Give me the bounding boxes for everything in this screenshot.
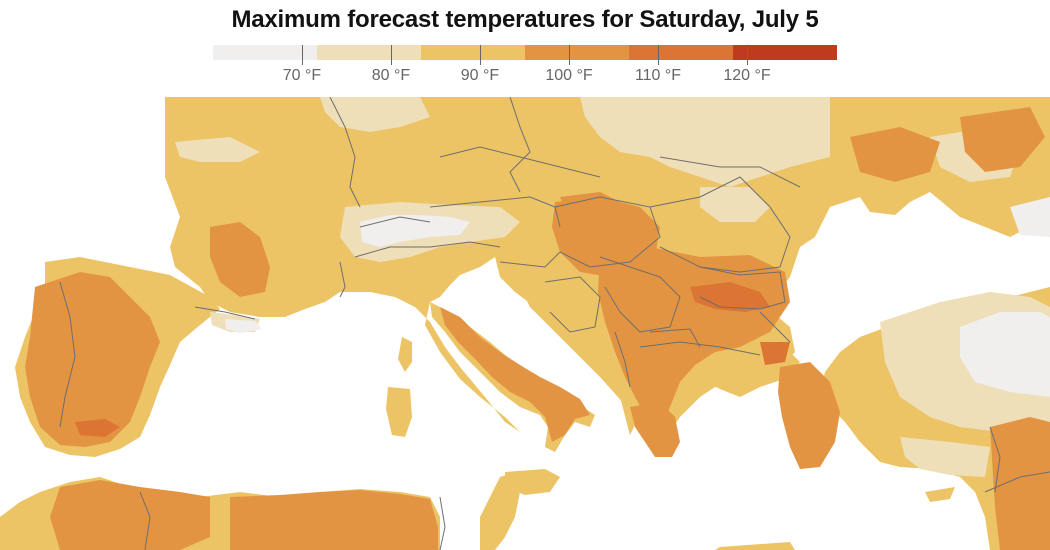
patch-poland-warm: [700, 187, 770, 222]
patch-greece-hot: [630, 402, 680, 457]
land-tunisia: [480, 472, 520, 550]
border-germany-poland: [509, 97, 531, 193]
legend-label-100: 100 °F: [545, 67, 593, 84]
border-france-spain: [194, 306, 256, 320]
border-italy-north: [354, 241, 501, 258]
border-czech: [439, 146, 601, 178]
patch-spain-extreme: [75, 419, 120, 437]
legend-label-120: 120 °F: [723, 67, 771, 84]
patch-france-north-warm: [175, 137, 260, 162]
land-crimea: [860, 189, 910, 215]
border-turkey-bulgaria: [759, 311, 791, 343]
legend-tick-120: [747, 45, 748, 65]
temperature-legend: 70 °F 80 °F 90 °F 100 °F 110 °F 120 °F: [213, 45, 837, 89]
patch-ukraine-hot: [850, 127, 940, 182]
patch-serbia-hot: [560, 192, 650, 247]
legend-label-70: 70 °F: [282, 67, 322, 84]
border-algeria-tunisia: [439, 496, 446, 550]
legend-label-80: 80 °F: [371, 67, 411, 84]
border-turkey-east: [989, 426, 1001, 493]
border-romania: [649, 176, 791, 273]
land-corsica: [398, 337, 412, 372]
border-greece: [639, 341, 761, 356]
patch-germany-warm: [320, 97, 430, 132]
legend-label-110: 110 °F: [634, 67, 682, 84]
border-bosnia: [544, 276, 601, 333]
legend-tick-100: [569, 45, 570, 65]
border-croatia: [499, 251, 561, 268]
patch-bulgaria-extreme: [690, 282, 770, 312]
patch-iberia-hot: [25, 272, 160, 447]
border-france-germany: [329, 97, 361, 208]
legend-bin-100-110: [629, 45, 733, 60]
cool-patches: [225, 197, 1050, 397]
patch-northern-europe-warm: [580, 97, 830, 187]
land-sicily: [505, 469, 560, 495]
extreme-patches: [75, 282, 790, 437]
legend-bin-70-80: [317, 45, 421, 60]
patch-anatolia-south-warm: [900, 437, 990, 477]
patch-france-south-hot: [210, 222, 270, 297]
patch-north-africa-hot: [50, 480, 210, 550]
legend-tick-110: [658, 45, 659, 65]
patch-anatolia-cool: [960, 312, 1050, 397]
border-hungary: [554, 196, 661, 268]
border-serbia: [599, 256, 681, 333]
patch-alps-cool: [360, 215, 470, 247]
legend-bin-80-90: [421, 45, 525, 60]
patch-anatolia-east-hot: [990, 417, 1050, 550]
legend-tick-70: [302, 45, 303, 65]
border-albania: [614, 331, 631, 388]
legend-tick-90: [480, 45, 481, 65]
country-borders: [59, 97, 1050, 550]
border-bulgaria: [699, 266, 786, 310]
border-macedonia: [649, 328, 701, 348]
patch-algeria-hot: [230, 490, 438, 550]
patch-aegean-extreme: [760, 342, 790, 365]
border-austria: [429, 196, 561, 228]
temperature-map: [0, 97, 1050, 550]
border-france-italy: [339, 261, 346, 298]
legend-color-bar: [213, 45, 837, 60]
map-title: Maximum forecast temperatures for Saturd…: [231, 6, 819, 33]
patch-italy-hot: [440, 307, 590, 442]
border-turkey-syria: [984, 471, 1050, 493]
legend-label-90: 90 °F: [460, 67, 500, 84]
border-spain-portugal: [59, 281, 76, 428]
legend-bin-below-70: [213, 45, 317, 60]
patch-pyrenees-cool: [225, 319, 262, 333]
border-morocco-algeria: [139, 491, 151, 550]
border-switzerland: [359, 216, 431, 228]
land-crete: [715, 542, 795, 550]
land-sardinia: [386, 387, 412, 437]
land-cyprus: [925, 487, 955, 502]
legend-bin-above-110: [733, 45, 837, 60]
legend-bin-90-100: [525, 45, 629, 60]
border-ukraine: [659, 156, 801, 188]
patch-russia-cool: [1010, 197, 1050, 237]
patch-turkey-west-hot: [778, 362, 840, 469]
patch-russia-hot: [960, 107, 1045, 172]
legend-tick-80: [391, 45, 392, 65]
